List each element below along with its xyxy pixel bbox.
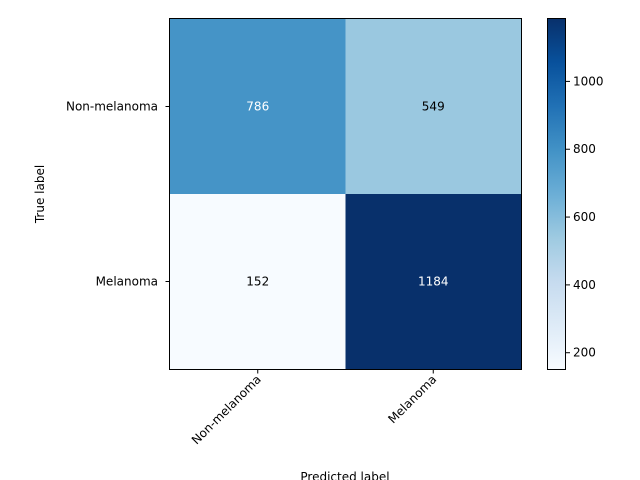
cell-value-label: 549 [422, 100, 445, 114]
x-tick-label: Non-melanoma [189, 372, 264, 447]
colorbar-tick-label: 800 [573, 142, 596, 156]
heatmap-cells [170, 19, 522, 370]
colorbar-gradient [547, 18, 566, 370]
x-axis-ticks: Non-melanoma Melanoma [189, 369, 439, 447]
colorbar-tick-label: 600 [573, 210, 596, 224]
x-tick-label: Melanoma [385, 372, 439, 426]
y-tick-label: Non-melanoma [66, 100, 158, 114]
colorbar-tick-label: 200 [573, 346, 596, 360]
heatmap-cell [170, 19, 346, 195]
cell-value-label: 786 [246, 100, 269, 114]
cell-value-label: 1184 [418, 275, 449, 289]
colorbar-tick-label: 1000 [573, 74, 604, 88]
x-axis-label: Predicted label [300, 470, 389, 480]
cell-value-label: 152 [246, 275, 269, 289]
cell-value-labels: 786 549 152 1184 [246, 100, 448, 289]
y-tick-label: Melanoma [96, 275, 158, 289]
heatmap-cell [345, 194, 522, 370]
heatmap-cell [170, 194, 346, 370]
colorbar: 200 400 600 800 1000 [547, 18, 604, 370]
colorbar-ticks: 200 400 600 800 1000 [566, 74, 604, 360]
y-axis-ticks: Non-melanoma Melanoma [66, 100, 170, 289]
y-axis-label: True label [33, 165, 47, 224]
heatmap-cell [345, 19, 522, 195]
colorbar-tick-label: 400 [573, 278, 596, 292]
plot-frame [169, 18, 522, 370]
